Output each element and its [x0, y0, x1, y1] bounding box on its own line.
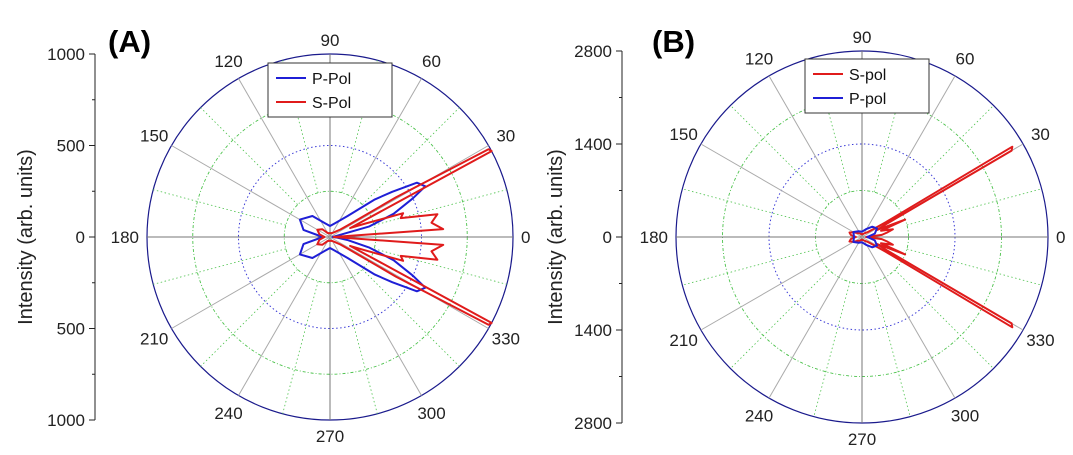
major-spoke [768, 236, 863, 399]
series-line-P-pol [852, 225, 878, 249]
minor-spoke [813, 281, 851, 417]
angle-tick-label: 180 [111, 228, 139, 247]
legend-box [267, 62, 393, 118]
minor-spoke [153, 189, 286, 226]
minor-spoke [341, 281, 378, 414]
legend-entry: P-Pol [312, 71, 351, 88]
minor-spoke [894, 269, 994, 369]
minor-spoke [341, 60, 378, 193]
angle-tick-label: 300 [417, 404, 445, 423]
major-spoke [238, 78, 331, 238]
radial-tick-label: 2800 [574, 42, 612, 61]
angle-tick-label: 330 [1026, 331, 1054, 350]
panel-label: (B) [652, 24, 695, 59]
minor-spoke [906, 248, 1042, 286]
angle-tick-label: 60 [956, 50, 975, 69]
major-spoke [861, 75, 956, 238]
minor-spoke [873, 281, 911, 417]
polar-panel-1: 0 30 60 90 120 150 180 210 240 270 300 330 2800 1400 0… [545, 24, 1065, 449]
major-spoke [238, 236, 331, 396]
major-spoke [700, 143, 863, 238]
minor-spoke [362, 107, 460, 205]
angle-tick-label: 180 [640, 228, 668, 247]
minor-spoke [200, 269, 298, 367]
major-spoke [768, 75, 863, 238]
major-spoke [329, 236, 422, 396]
minor-spoke [374, 189, 507, 226]
angle-tick-label: 240 [745, 406, 773, 425]
legend-entry: S-Pol [312, 95, 351, 112]
angle-tick-label: 120 [214, 52, 242, 71]
legend-entry: S-pol [849, 67, 886, 84]
panel-label: (A) [108, 24, 151, 59]
series-line-S-Pol [316, 148, 493, 326]
radial-tick-label: 0 [76, 228, 85, 247]
angle-tick-label: 150 [140, 127, 168, 146]
minor-spoke [730, 269, 830, 369]
series-line-S-pol [848, 145, 1014, 329]
angle-tick-label: 30 [496, 127, 515, 146]
major-spoke [861, 236, 956, 399]
major-spoke [171, 145, 331, 238]
legend: S-pol P-pol [804, 58, 930, 114]
legend: P-Pol S-Pol [267, 62, 393, 118]
y-axis-label: Intensity (arb. units) [545, 149, 567, 325]
minor-spoke [894, 105, 994, 205]
radial-tick-label: 2800 [574, 414, 612, 433]
angle-tick-label: 210 [669, 331, 697, 350]
minor-spoke [730, 105, 830, 205]
y-axis-label: Intensity (arb. units) [15, 149, 37, 325]
radial-tick-label: 500 [57, 320, 85, 339]
radial-tick-label: 500 [57, 137, 85, 156]
angle-tick-label: 120 [745, 50, 773, 69]
radial-tick-label: 0 [603, 228, 612, 247]
angle-tick-label: 270 [848, 430, 876, 449]
legend-box [804, 58, 930, 114]
minor-spoke [362, 269, 460, 367]
minor-spoke [906, 188, 1042, 226]
radial-tick-label: 1000 [47, 45, 85, 64]
minor-spoke [682, 188, 818, 226]
angle-tick-label: 60 [422, 52, 441, 71]
angle-tick-label: 210 [140, 330, 168, 349]
angle-tick-label: 150 [669, 125, 697, 144]
angle-tick-label: 90 [853, 28, 872, 47]
minor-spoke [200, 107, 298, 205]
radial-tick-label: 1400 [574, 135, 612, 154]
angle-tick-label: 330 [492, 330, 520, 349]
major-spoke [171, 236, 331, 329]
angle-tick-label: 0 [1056, 228, 1065, 247]
radial-tick-label: 1400 [574, 321, 612, 340]
major-spoke [329, 78, 422, 238]
minor-spoke [282, 60, 319, 193]
minor-spoke [153, 248, 286, 285]
minor-spoke [374, 248, 507, 285]
radial-tick-label: 1000 [47, 411, 85, 430]
angle-tick-label: 240 [214, 404, 242, 423]
minor-spoke [282, 281, 319, 414]
angle-tick-label: 270 [316, 427, 344, 446]
polar-panel-0: 0 30 60 90 120 150 180 210 240 270 300 330 1000 500 0 5… [15, 24, 530, 446]
legend-entry: P-pol [849, 91, 886, 108]
major-spoke [700, 236, 863, 331]
angle-tick-label: 0 [521, 228, 530, 247]
angle-tick-label: 30 [1031, 125, 1050, 144]
minor-spoke [682, 248, 818, 286]
angle-tick-label: 90 [321, 31, 340, 50]
angle-tick-label: 300 [951, 406, 979, 425]
